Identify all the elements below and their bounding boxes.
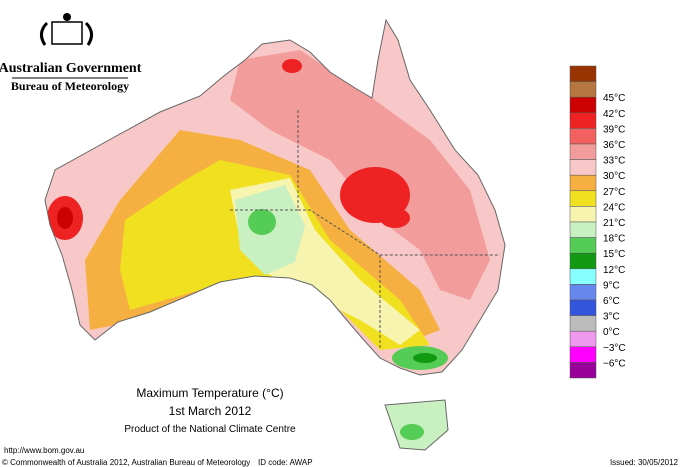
map-title: Maximum Temperature (°C) xyxy=(136,386,283,400)
legend-swatch xyxy=(569,284,597,301)
legend-swatch xyxy=(569,190,597,207)
coat-of-arms xyxy=(40,13,93,46)
legend-swatch xyxy=(569,299,597,316)
legend-swatch xyxy=(569,315,597,332)
legend-label: 45°C xyxy=(603,93,625,104)
legend-label: 42°C xyxy=(603,109,625,120)
id-code: ID code: AWAP xyxy=(258,458,313,467)
legend-label: 15°C xyxy=(603,249,625,260)
legend-swatch xyxy=(569,346,597,363)
legend-label: 12°C xyxy=(603,265,625,276)
legend-label: 36°C xyxy=(603,140,625,151)
legend-label: 9°C xyxy=(603,280,620,291)
legend-swatch xyxy=(569,159,597,176)
legend-swatch xyxy=(569,268,597,285)
legend-label: 39°C xyxy=(603,124,625,135)
legend-swatch xyxy=(569,330,597,348)
legend-label: 0°C xyxy=(603,327,620,338)
legend-label: −3°C xyxy=(603,343,626,354)
legend-label: −6°C xyxy=(603,358,626,369)
legend-swatch xyxy=(569,206,597,223)
legend-swatch xyxy=(569,143,597,160)
agency: Australian Government xyxy=(0,61,142,76)
legend-swatch xyxy=(569,81,597,98)
copyright: © Commonwealth of Australia 2012, Austra… xyxy=(2,458,250,467)
legend-swatch xyxy=(569,252,597,270)
legend-swatch xyxy=(569,237,597,254)
map-date: 1st March 2012 xyxy=(169,404,252,418)
legend-label: 30°C xyxy=(603,171,625,182)
bureau: Bureau of Meteorology xyxy=(11,79,129,93)
legend-label: 24°C xyxy=(603,202,625,213)
legend-label: 33°C xyxy=(603,156,625,167)
legend-swatch xyxy=(569,362,597,379)
legend-label: 27°C xyxy=(603,187,625,198)
legend-swatch xyxy=(569,128,597,145)
legend: 45°C 42°C 39°C 36°C 33°C 30°C 27°C 24°C 21°C 18°C… xyxy=(569,65,626,379)
legend-label: 6°C xyxy=(603,296,620,307)
product-note: Product of the National Climate Centre xyxy=(124,424,296,435)
legend-swatch xyxy=(569,174,597,192)
legend-label: 3°C xyxy=(603,312,620,323)
legend-swatch xyxy=(569,65,597,82)
url: http://www.bom.gov.au xyxy=(4,446,84,455)
legend-swatch xyxy=(569,112,597,129)
legend-swatch xyxy=(569,96,597,114)
legend-label: 18°C xyxy=(603,234,625,245)
legend-swatch xyxy=(569,221,597,238)
legend-label: 21°C xyxy=(603,218,625,229)
issued: Issued: 30/05/2012 xyxy=(610,458,679,467)
